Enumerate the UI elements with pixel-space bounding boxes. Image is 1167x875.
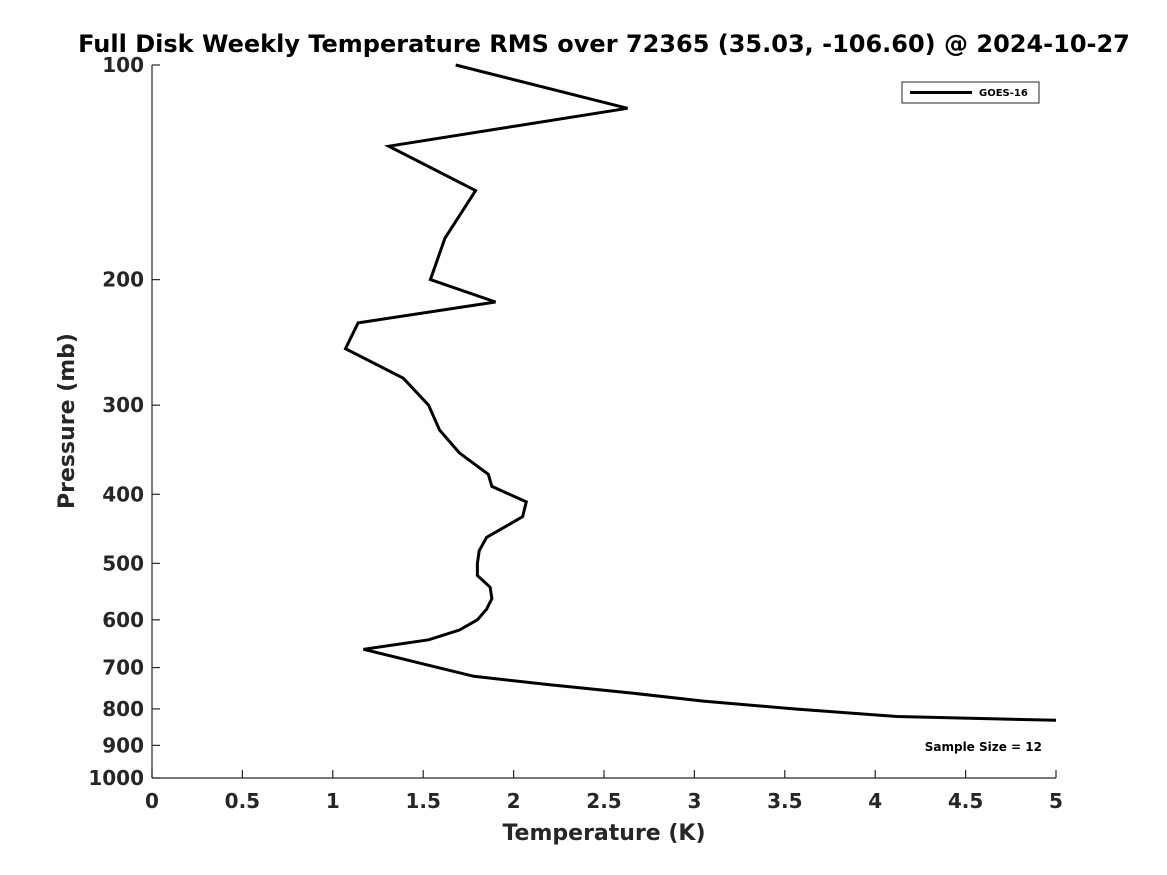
x-tick-label: 4.5 — [948, 789, 983, 813]
y-tick-label: 1000 — [88, 766, 144, 790]
y-tick-label: 600 — [102, 608, 144, 632]
y-tick-label: 300 — [102, 393, 144, 417]
x-tick-label: 3 — [687, 789, 701, 813]
y-tick-label: 100 — [102, 53, 144, 77]
x-tick-label: 1 — [326, 789, 340, 813]
x-axis: 0 0.5 1 1.5 2 2.5 3 3.5 4 4.5 5 — [145, 770, 1063, 813]
x-tick-label: 3.5 — [767, 789, 802, 813]
x-tick-label: 0.5 — [225, 789, 260, 813]
x-tick-label: 0 — [145, 789, 159, 813]
chart-title: Full Disk Weekly Temperature RMS over 72… — [78, 30, 1130, 58]
legend-entry: GOES-16 — [979, 88, 1028, 99]
x-tick-label: 2.5 — [586, 789, 621, 813]
y-tick-label: 800 — [102, 697, 144, 721]
series-layer — [343, 63, 1057, 722]
y-tick-label: 400 — [102, 482, 144, 506]
plot-area — [152, 65, 1056, 778]
x-tick-label: 4 — [868, 789, 882, 813]
x-tick-label: 5 — [1049, 789, 1063, 813]
y-axis: 100 200 300 400 500 600 700 800 900 1000 — [88, 53, 160, 790]
y-axis-label: Pressure (mb) — [55, 333, 80, 509]
sample-size-annotation: Sample Size = 12 — [925, 740, 1042, 754]
series-line-0 — [343, 63, 1057, 722]
x-tick-label: 1.5 — [405, 789, 440, 813]
x-axis-label: Temperature (K) — [502, 821, 705, 846]
y-tick-label: 500 — [102, 551, 144, 575]
legend: GOES-16 — [901, 81, 1040, 104]
x-tick-label: 2 — [507, 789, 521, 813]
y-tick-label: 700 — [102, 656, 144, 680]
y-tick-label: 900 — [102, 733, 144, 757]
y-tick-label: 200 — [102, 268, 144, 292]
